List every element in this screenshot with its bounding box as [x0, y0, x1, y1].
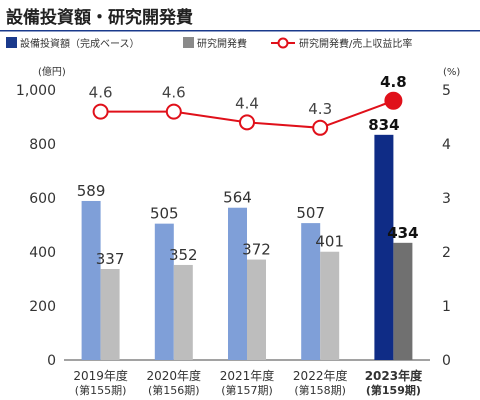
legend: 設備投資額（完成ベース） 研究開発費 研究開発費/売上収益比率: [6, 37, 412, 50]
rnd-bar: [247, 259, 266, 360]
x-tick-label-year: 2023年度: [365, 368, 423, 383]
x-tick-label-period: (第159期): [366, 383, 421, 397]
legend-rnd-swatch: [183, 37, 194, 48]
ratio-value-label: 4.6: [162, 84, 186, 102]
capex-bar: [228, 207, 247, 360]
y-right-tick-label: 2: [442, 245, 451, 261]
ratio-point: [312, 119, 329, 136]
capex-bar: [154, 223, 174, 360]
capex-bar: [301, 223, 321, 360]
y-right-tick-label: 1: [442, 299, 451, 315]
y-right-unit: (%): [443, 67, 460, 78]
y-left-tick-label: 800: [29, 137, 56, 153]
x-tick-label-year: 2020年度: [147, 368, 202, 383]
rnd-value-label: 372: [242, 241, 271, 259]
capex-value-label: 507: [296, 204, 325, 222]
x-tick-label-year: 2021年度: [220, 368, 275, 383]
chart-title: 設備投資額・研究開発費: [6, 7, 193, 28]
capex-value-label: 564: [223, 189, 252, 207]
title-underline: [0, 30, 480, 32]
rnd-value-label: 337: [96, 250, 125, 268]
rnd-value-label: 352: [169, 246, 198, 264]
y-right-tick-label: 0: [442, 353, 451, 369]
rnd-value-label: 401: [315, 233, 344, 251]
ratio-point: [165, 103, 182, 120]
ratio-point: [239, 114, 255, 131]
rnd-bar: [393, 242, 413, 360]
y-right-tick-label: 3: [442, 191, 451, 207]
y-left-tick-label: 600: [29, 191, 56, 207]
rnd-value-label: 434: [387, 224, 418, 242]
ratio-point: [92, 103, 109, 120]
rnd-bar: [100, 269, 120, 360]
y-left-tick-label: 1,000: [16, 83, 56, 99]
y-left-unit: (億円): [38, 65, 66, 78]
legend-capex-swatch: [6, 37, 17, 48]
legend-ratio-marker: [277, 37, 289, 49]
ratio-value-label: 4.6: [89, 84, 113, 102]
rnd-bar: [173, 264, 193, 360]
capex-value-label: 834: [368, 116, 399, 134]
legend-ratio-label: 研究開発費/売上収益比率: [299, 37, 412, 50]
rnd-bar: [320, 251, 340, 360]
y-left-tick-label: 400: [29, 245, 56, 261]
x-tick-label-period: (第155期): [75, 383, 127, 397]
y-right-tick-label: 4: [442, 137, 451, 153]
capex-bar: [374, 134, 394, 360]
capex-bar: [81, 200, 101, 360]
y-left-tick-label: 200: [29, 299, 56, 315]
legend-capex-label: 設備投資額（完成ベース）: [20, 37, 140, 50]
capex-value-label: 505: [150, 205, 179, 223]
plot-area: 02004006008001,0000123455893372019年度(第15…: [16, 73, 451, 397]
ratio-value-label: 4.8: [380, 73, 407, 91]
y-left-tick-label: 0: [47, 353, 56, 369]
ratio-value-label: 4.3: [308, 100, 332, 118]
legend-rnd-label: 研究開発費: [197, 37, 247, 50]
ratio-point: [384, 91, 403, 110]
x-tick-label-year: 2022年度: [293, 368, 348, 383]
x-tick-label-year: 2019年度: [73, 368, 128, 383]
x-tick-label-period: (第158期): [294, 383, 346, 397]
x-tick-label-period: (第156期): [148, 383, 200, 397]
x-tick-label-period: (第157期): [221, 383, 273, 397]
capex-value-label: 589: [77, 182, 106, 200]
ratio-value-label: 4.4: [235, 94, 259, 112]
y-right-tick-label: 5: [442, 83, 451, 99]
